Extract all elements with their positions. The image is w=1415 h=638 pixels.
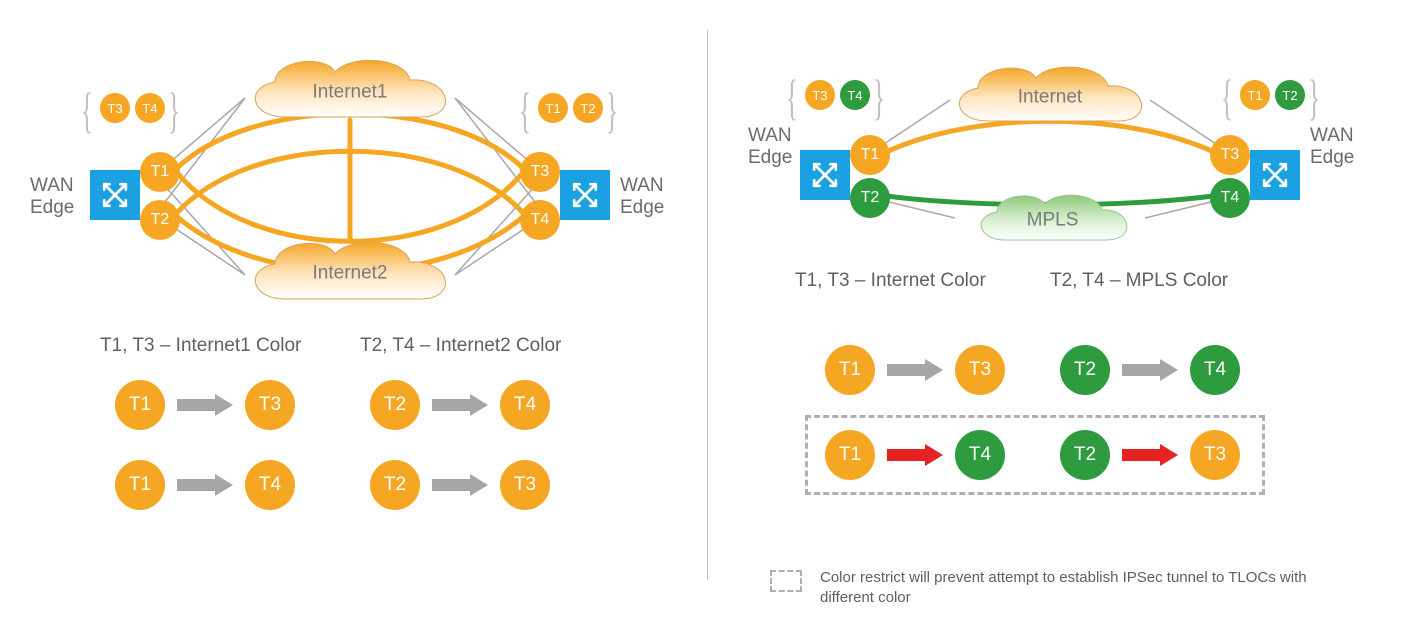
cloud-internet1: Internet1 <box>235 52 465 132</box>
left-router-left <box>90 170 140 220</box>
right-brace-r-open: { <box>1221 72 1233 122</box>
cloud-internet: Internet <box>940 58 1160 136</box>
right-router-right <box>1250 150 1300 200</box>
map-l-4-to: T3 <box>500 460 550 510</box>
r-brace-l-t3: T3 <box>805 80 835 110</box>
map-l-4-from: T2 <box>370 460 420 510</box>
cloud-mpls: MPLS <box>965 188 1140 252</box>
right-caption1: T1, T3 – Internet Color <box>795 270 986 292</box>
r-brace-l-t4: T4 <box>840 80 870 110</box>
right-brace-r-close: } <box>1308 72 1320 122</box>
tloc-left-t2: T2 <box>140 200 180 240</box>
r-tloc-t4: T4 <box>1210 178 1250 218</box>
r-brace-r-t2: T2 <box>1275 80 1305 110</box>
tloc-left-t3: T3 <box>520 152 560 192</box>
tloc-left-t4: T4 <box>520 200 560 240</box>
brace-l-t3: T3 <box>100 93 130 123</box>
left-wan-label-left: WAN Edge <box>30 175 74 219</box>
map-l-1-to: T3 <box>245 380 295 430</box>
map-r-3-to: T4 <box>955 430 1005 480</box>
left-brace-r-close: } <box>606 85 618 135</box>
r-tloc-t2: T2 <box>850 178 890 218</box>
map-l-4-arrow <box>430 470 490 500</box>
brace-r-t2: T2 <box>573 93 603 123</box>
footnote-text: Color restrict will prevent attempt to e… <box>820 568 1360 607</box>
map-r-1-to: T3 <box>955 345 1005 395</box>
left-caption1: T1, T3 – Internet1 Color <box>100 335 301 357</box>
map-l-1-arrow <box>175 390 235 420</box>
map-r-4-to: T3 <box>1190 430 1240 480</box>
map-r-2-to: T4 <box>1190 345 1240 395</box>
map-l-2-from: T2 <box>370 380 420 430</box>
right-wan-label-right: WAN Edge <box>1310 125 1354 169</box>
map-l-3-arrow <box>175 470 235 500</box>
panel-divider <box>707 30 708 580</box>
left-brace-r-open: { <box>519 85 531 135</box>
map-r-2-arrow <box>1120 355 1180 385</box>
map-l-3-to: T4 <box>245 460 295 510</box>
left-wan-label-right: WAN Edge <box>620 175 664 219</box>
map-r-3-from: T1 <box>825 430 875 480</box>
r-tloc-t1: T1 <box>850 135 890 175</box>
brace-l-t4: T4 <box>135 93 165 123</box>
legend-dashbox <box>770 570 802 592</box>
left-brace-l-open: { <box>81 85 93 135</box>
right-brace-l-close: } <box>873 72 885 122</box>
map-r-2-from: T2 <box>1060 345 1110 395</box>
cloud-internet2: Internet2 <box>235 232 465 314</box>
map-r-4-from: T2 <box>1060 430 1110 480</box>
brace-r-t1: T1 <box>538 93 568 123</box>
map-r-1-arrow <box>885 355 945 385</box>
right-caption2: T2, T4 – MPLS Color <box>1050 270 1228 292</box>
map-l-2-arrow <box>430 390 490 420</box>
map-r-3-arrow <box>885 440 945 470</box>
map-l-1-from: T1 <box>115 380 165 430</box>
right-router-left <box>800 150 850 200</box>
left-router-right <box>560 170 610 220</box>
map-l-2-to: T4 <box>500 380 550 430</box>
r-tloc-t3: T3 <box>1210 135 1250 175</box>
right-panel: Internet MPLS <box>720 0 1415 638</box>
right-wan-label-left: WAN Edge <box>748 125 792 169</box>
map-r-1-from: T1 <box>825 345 875 395</box>
left-brace-l-close: } <box>168 85 180 135</box>
r-brace-r-t1: T1 <box>1240 80 1270 110</box>
left-panel: Internet1 Internet2 <box>0 0 700 638</box>
right-brace-l-open: { <box>786 72 798 122</box>
map-l-3-from: T1 <box>115 460 165 510</box>
left-caption2: T2, T4 – Internet2 Color <box>360 335 561 357</box>
map-r-4-arrow <box>1120 440 1180 470</box>
tloc-left-t1: T1 <box>140 152 180 192</box>
